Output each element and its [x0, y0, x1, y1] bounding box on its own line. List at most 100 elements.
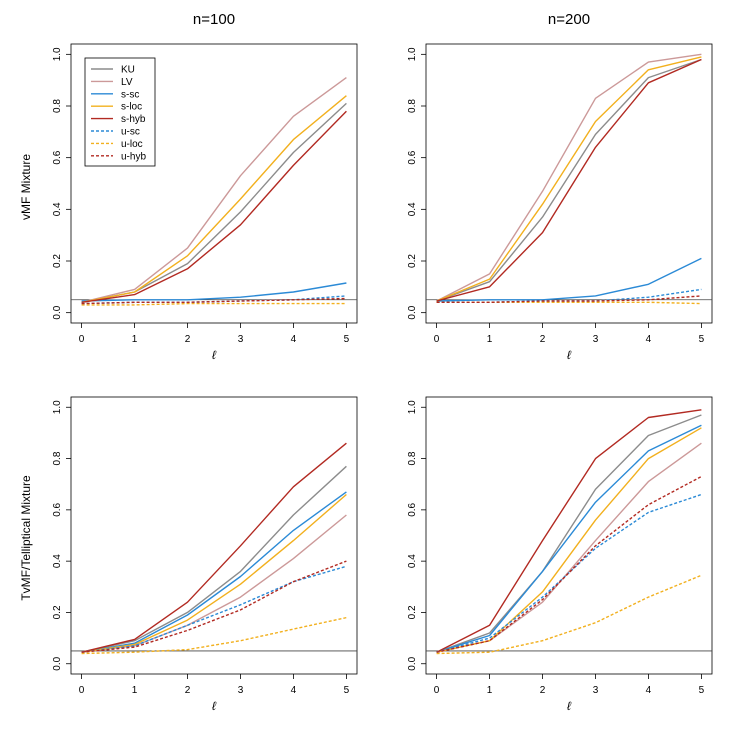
chart-panel-3: 0 1 2 3 4 5 0.0 0.2 0.4 0.6 0.8 1.0 ℓ	[52, 396, 358, 713]
x-tick-label: 3	[593, 334, 599, 345]
y-tick-label: 0.8	[407, 99, 418, 113]
x-tick-label: 4	[646, 334, 652, 345]
x-tick-label: 3	[238, 334, 244, 345]
x-tick-label: 0	[434, 685, 440, 696]
y-tick-label: 0.8	[52, 99, 63, 113]
row-label-vmf: vMF Mixture	[19, 154, 33, 220]
y-tick-label: 1.0	[52, 47, 63, 61]
series-line-LV	[81, 77, 347, 303]
y-tick-label: 0.2	[52, 254, 63, 268]
y-tick-label: 0.0	[52, 305, 63, 319]
series-line-u-loc	[436, 574, 702, 655]
y-tick-label: 0.4	[407, 202, 418, 216]
legend-label-s-sc: s-sc	[121, 89, 139, 100]
series-line-s-sc	[81, 282, 347, 302]
plot-frame	[70, 43, 358, 324]
x-tick-label: 4	[291, 685, 297, 696]
y-tick-label: 0.6	[52, 150, 63, 164]
x-tick-label: 2	[540, 334, 546, 345]
series-line-u-sc	[436, 493, 702, 653]
x-tick-label: 0	[79, 334, 85, 345]
row-label-tvmf: TvMF/Telliptical Mixture	[19, 475, 33, 601]
y-tick-label: 0.0	[407, 656, 418, 670]
series-line-u-loc	[81, 616, 347, 655]
x-tick-label: 5	[699, 685, 705, 696]
x-tick-label: 3	[593, 685, 599, 696]
y-tick-label: 0.0	[407, 305, 418, 319]
x-tick-label: 3	[238, 685, 244, 696]
y-tick-label: 0.4	[52, 554, 63, 568]
series-line-u-sc	[81, 565, 347, 653]
legend-label-LV: LV	[121, 77, 133, 88]
x-tick-label: 1	[487, 685, 493, 696]
series-line-s-loc	[81, 95, 347, 303]
x-tick-label: 1	[132, 685, 138, 696]
series-line-s-sc	[436, 257, 702, 302]
plot-frame	[425, 43, 713, 324]
x-axis-label: ℓ	[567, 699, 572, 713]
series-line-s-loc	[436, 56, 702, 302]
y-tick-label: 0.6	[52, 502, 63, 516]
column-title-n100: n=100	[193, 11, 235, 28]
series-line-u-hyb	[81, 297, 347, 305]
y-tick-label: 0.4	[407, 554, 418, 568]
x-tick-label: 4	[291, 334, 297, 345]
x-tick-label: 0	[434, 334, 440, 345]
y-tick-label: 1.0	[407, 400, 418, 414]
y-tick-label: 0.8	[407, 451, 418, 465]
chart-panel-4: 0 1 2 3 4 5 0.0 0.2 0.4 0.6 0.8 1.0 ℓ	[407, 396, 713, 713]
series-line-KU	[81, 465, 347, 653]
y-tick-label: 0.8	[52, 451, 63, 465]
series-line-s-hyb	[81, 110, 347, 303]
x-axis-label: ℓ	[212, 699, 217, 713]
x-tick-label: 1	[132, 334, 138, 345]
legend-label-u-loc: u-loc	[121, 139, 143, 150]
chart-panel-2: 0 1 2 3 4 5 0.0 0.2 0.4 0.6 0.8 1.0 ℓ	[407, 43, 713, 362]
y-tick-label: 0.4	[52, 202, 63, 216]
series-line-s-loc	[436, 427, 702, 653]
plot-frame	[425, 396, 713, 675]
x-tick-label: 5	[344, 685, 350, 696]
series-line-s-loc	[81, 493, 347, 653]
series-line-u-loc	[81, 302, 347, 306]
series-line-s-hyb	[436, 58, 702, 302]
x-tick-label: 2	[540, 685, 546, 696]
y-tick-label: 0.2	[407, 254, 418, 268]
y-tick-label: 0.2	[52, 605, 63, 619]
x-axis-label: ℓ	[567, 348, 572, 362]
x-axis-label: ℓ	[212, 348, 217, 362]
x-tick-label: 2	[185, 685, 191, 696]
y-tick-label: 1.0	[407, 47, 418, 61]
y-tick-label: 0.6	[407, 150, 418, 164]
series-line-KU	[436, 58, 702, 302]
x-tick-label: 0	[79, 685, 85, 696]
x-tick-label: 5	[344, 334, 350, 345]
legend-label-s-loc: s-loc	[121, 102, 142, 113]
series-line-u-hyb	[436, 295, 702, 303]
series-line-s-hyb	[81, 442, 347, 653]
y-tick-label: 1.0	[52, 400, 63, 414]
series-line-s-sc	[436, 424, 702, 653]
series-line-u-loc	[436, 301, 702, 305]
series-line-u-hyb	[436, 475, 702, 653]
y-tick-label: 0.0	[52, 656, 63, 670]
column-title-n200: n=200	[548, 11, 590, 28]
series-line-LV	[436, 53, 702, 302]
series-line-u-hyb	[81, 560, 347, 653]
legend-label-u-sc: u-sc	[121, 127, 140, 138]
x-tick-label: 5	[699, 334, 705, 345]
series-line-LV	[81, 514, 347, 653]
x-tick-label: 4	[646, 685, 652, 696]
legend-box	[84, 57, 156, 167]
series-line-LV	[436, 442, 702, 653]
series-line-s-hyb	[436, 409, 702, 653]
x-tick-label: 1	[487, 334, 493, 345]
plot-frame	[70, 396, 358, 675]
legend-label-s-hyb: s-hyb	[121, 114, 146, 125]
legend-label-KU: KU	[121, 65, 135, 76]
series-line-s-sc	[81, 491, 347, 653]
